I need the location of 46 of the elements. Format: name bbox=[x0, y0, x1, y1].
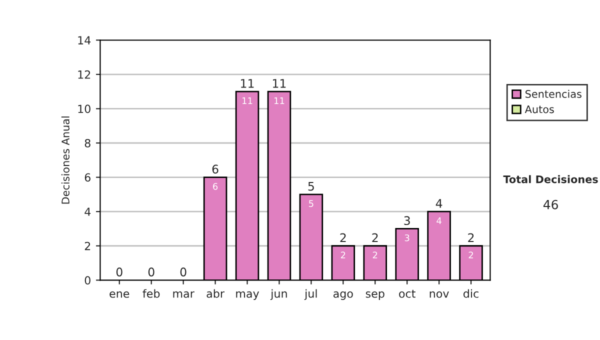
y-tick-label: 4 bbox=[84, 208, 91, 216]
total-label: 2 bbox=[468, 233, 474, 242]
total-label: 6 bbox=[212, 164, 218, 174]
total-label: 0 bbox=[148, 268, 154, 276]
total-label: 11 bbox=[241, 79, 254, 88]
y-tick-label: 14 bbox=[78, 36, 91, 44]
data-label: 2 bbox=[468, 252, 473, 258]
text: 46 bbox=[543, 200, 558, 210]
x-tick-label: jul bbox=[304, 289, 317, 300]
x-tick-label: sep bbox=[366, 291, 384, 300]
x-tick-label: nov bbox=[430, 291, 449, 298]
x-tick-label: ene bbox=[110, 291, 130, 298]
data-label: 3 bbox=[404, 234, 410, 242]
data-label: 5 bbox=[309, 200, 314, 207]
y-axis-title: Decisiones Anual bbox=[61, 116, 70, 204]
x-tick-label: oct bbox=[399, 290, 416, 298]
data-label: 11 bbox=[274, 97, 284, 104]
total-label: 0 bbox=[116, 268, 122, 276]
x-tick-label: jun bbox=[270, 289, 287, 300]
data-label: 6 bbox=[213, 183, 218, 190]
y-tick-label: 2 bbox=[84, 242, 90, 250]
data-label: 2 bbox=[340, 252, 346, 258]
legend-label: Autos bbox=[524, 105, 554, 114]
total-label: 2 bbox=[372, 233, 378, 242]
y-tick-label: 6 bbox=[84, 173, 90, 182]
legend-label: Sentencias bbox=[526, 90, 582, 98]
y-tick-label: 10 bbox=[78, 104, 90, 114]
x-tick-label: feb bbox=[142, 289, 160, 298]
text: Total Decisiones bbox=[503, 175, 598, 184]
total-label: 11 bbox=[273, 79, 286, 88]
data-label: 4 bbox=[436, 217, 442, 224]
data-label: 11 bbox=[242, 97, 252, 104]
x-tick-label: dic bbox=[464, 289, 478, 298]
total-label: 0 bbox=[180, 268, 186, 276]
data-label: 2 bbox=[372, 252, 378, 258]
x-tick-label: mar bbox=[173, 291, 194, 298]
total-label: 3 bbox=[404, 216, 410, 226]
x-tick-label: ago bbox=[333, 291, 353, 300]
x-tick-label: may bbox=[236, 291, 260, 300]
total-label: 4 bbox=[436, 199, 442, 208]
y-tick-label: 8 bbox=[84, 138, 90, 148]
y-tick-label: 0 bbox=[84, 276, 90, 285]
total-label: 5 bbox=[308, 182, 314, 191]
y-tick-label: 12 bbox=[78, 70, 90, 79]
total-label: 2 bbox=[340, 233, 346, 242]
x-tick-label: abr bbox=[206, 289, 224, 298]
